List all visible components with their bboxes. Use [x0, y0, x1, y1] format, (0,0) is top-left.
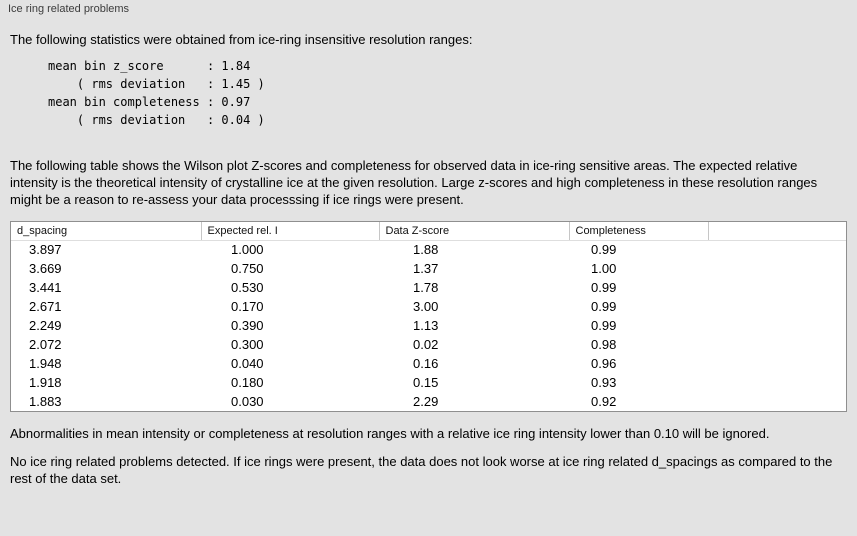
table-cell: 1.78	[413, 280, 439, 295]
ice-ring-table: d_spacing Expected rel. I Data Z-score Comp…	[10, 221, 847, 412]
table-cell: 3.669	[29, 261, 62, 276]
table-cell: 2.072	[29, 337, 62, 352]
table-cell: 0.96	[591, 356, 617, 371]
table-cell: 1.88	[413, 242, 439, 258]
column-header[interactable]: Expected rel. I	[201, 222, 380, 241]
conclusion-note: No ice ring related problems detected. I…	[10, 454, 833, 486]
table-cell: 0.170	[231, 299, 264, 314]
table-cell-filler	[708, 278, 846, 297]
table-cell-filler	[708, 335, 846, 354]
column-header[interactable]: Completeness	[569, 222, 709, 241]
table-row[interactable]: 3.669 0.750 1.37 1.00	[11, 259, 846, 278]
table-cell: 1.883	[29, 394, 62, 409]
table-cell-filler	[708, 354, 846, 373]
table-cell: 3.897	[29, 242, 62, 258]
table-cell-filler	[708, 373, 846, 392]
table-cell: 0.99	[591, 299, 617, 314]
panel-content: The following statistics were obtained f…	[0, 31, 857, 487]
table-cell: 0.99	[591, 280, 617, 295]
table-row[interactable]: 3.441 0.530 1.78 0.99	[11, 278, 846, 297]
table-cell: 0.99	[591, 318, 617, 333]
table-row[interactable]: 1.948 0.040 0.16 0.96	[11, 354, 846, 373]
table-cell-filler	[708, 259, 846, 278]
table-cell: 1.00	[591, 261, 617, 276]
table-row[interactable]: 2.249 0.390 1.13 0.99	[11, 316, 846, 335]
table-cell: 0.99	[591, 242, 617, 258]
table-row[interactable]: 2.072 0.300 0.02 0.98	[11, 335, 846, 354]
table-cell: 3.00	[413, 299, 439, 314]
table-cell: 0.180	[231, 375, 264, 390]
table-description: The following table shows the Wilson plo…	[10, 158, 818, 207]
panel-title: Ice ring related problems	[8, 3, 130, 15]
table-cell-filler	[708, 297, 846, 316]
table-cell: 0.750	[231, 261, 264, 276]
table-cell: 1.37	[413, 261, 439, 276]
table-cell: 0.040	[231, 356, 264, 371]
stats-block: mean bin z_score : 1.84 ( rms deviation …	[48, 59, 265, 127]
table-cell: 0.98	[591, 337, 617, 352]
column-header[interactable]: d_spacing	[11, 222, 202, 241]
table-row[interactable]: 2.671 0.170 3.00 0.99	[11, 297, 846, 316]
table-cell-filler	[708, 316, 846, 335]
table-cell: 0.92	[591, 394, 617, 409]
table-cell: 3.441	[29, 280, 62, 295]
table-cell: 0.02	[413, 337, 439, 352]
table-cell: 0.16	[413, 356, 439, 371]
table-row[interactable]: 1.918 0.180 0.15 0.93	[11, 373, 846, 392]
table-cell: 1.13	[413, 318, 439, 333]
table-cell-filler	[708, 240, 846, 259]
table-row[interactable]: 3.897 1.000 1.88 0.99	[11, 240, 846, 259]
table-cell: 0.390	[231, 318, 264, 333]
table-cell-filler	[708, 392, 846, 411]
table-cell: 2.671	[29, 299, 62, 314]
table-cell: 0.030	[231, 394, 264, 409]
table-cell: 0.530	[231, 280, 264, 295]
ice-ring-panel: Ice ring related problems The following …	[0, 3, 857, 487]
table-cell: 0.93	[591, 375, 617, 390]
table-cell: 1.000	[231, 242, 264, 258]
column-header[interactable]: Data Z-score	[379, 222, 570, 241]
table-cell: 2.249	[29, 318, 62, 333]
ignore-threshold-note: Abnormalities in mean intensity or compl…	[10, 426, 770, 441]
column-header-filler	[708, 222, 846, 241]
table-header: d_spacing Expected rel. I Data Z-score Comp…	[11, 222, 846, 241]
table-cell: 0.300	[231, 337, 264, 352]
table-cell: 2.29	[413, 394, 439, 409]
table-body: 3.897 1.000 1.88 0.99 3.669 0.750 1.37 1.00 3.44…	[11, 240, 846, 411]
table-cell: 0.15	[413, 375, 439, 390]
table-row[interactable]: 1.883 0.030 2.29 0.92	[11, 392, 846, 411]
table-cell: 1.918	[29, 375, 62, 390]
intro-text: The following statistics were obtained f…	[10, 32, 473, 47]
table-header-row: d_spacing Expected rel. I Data Z-score Comp…	[11, 222, 846, 241]
table-cell: 1.948	[29, 356, 62, 371]
